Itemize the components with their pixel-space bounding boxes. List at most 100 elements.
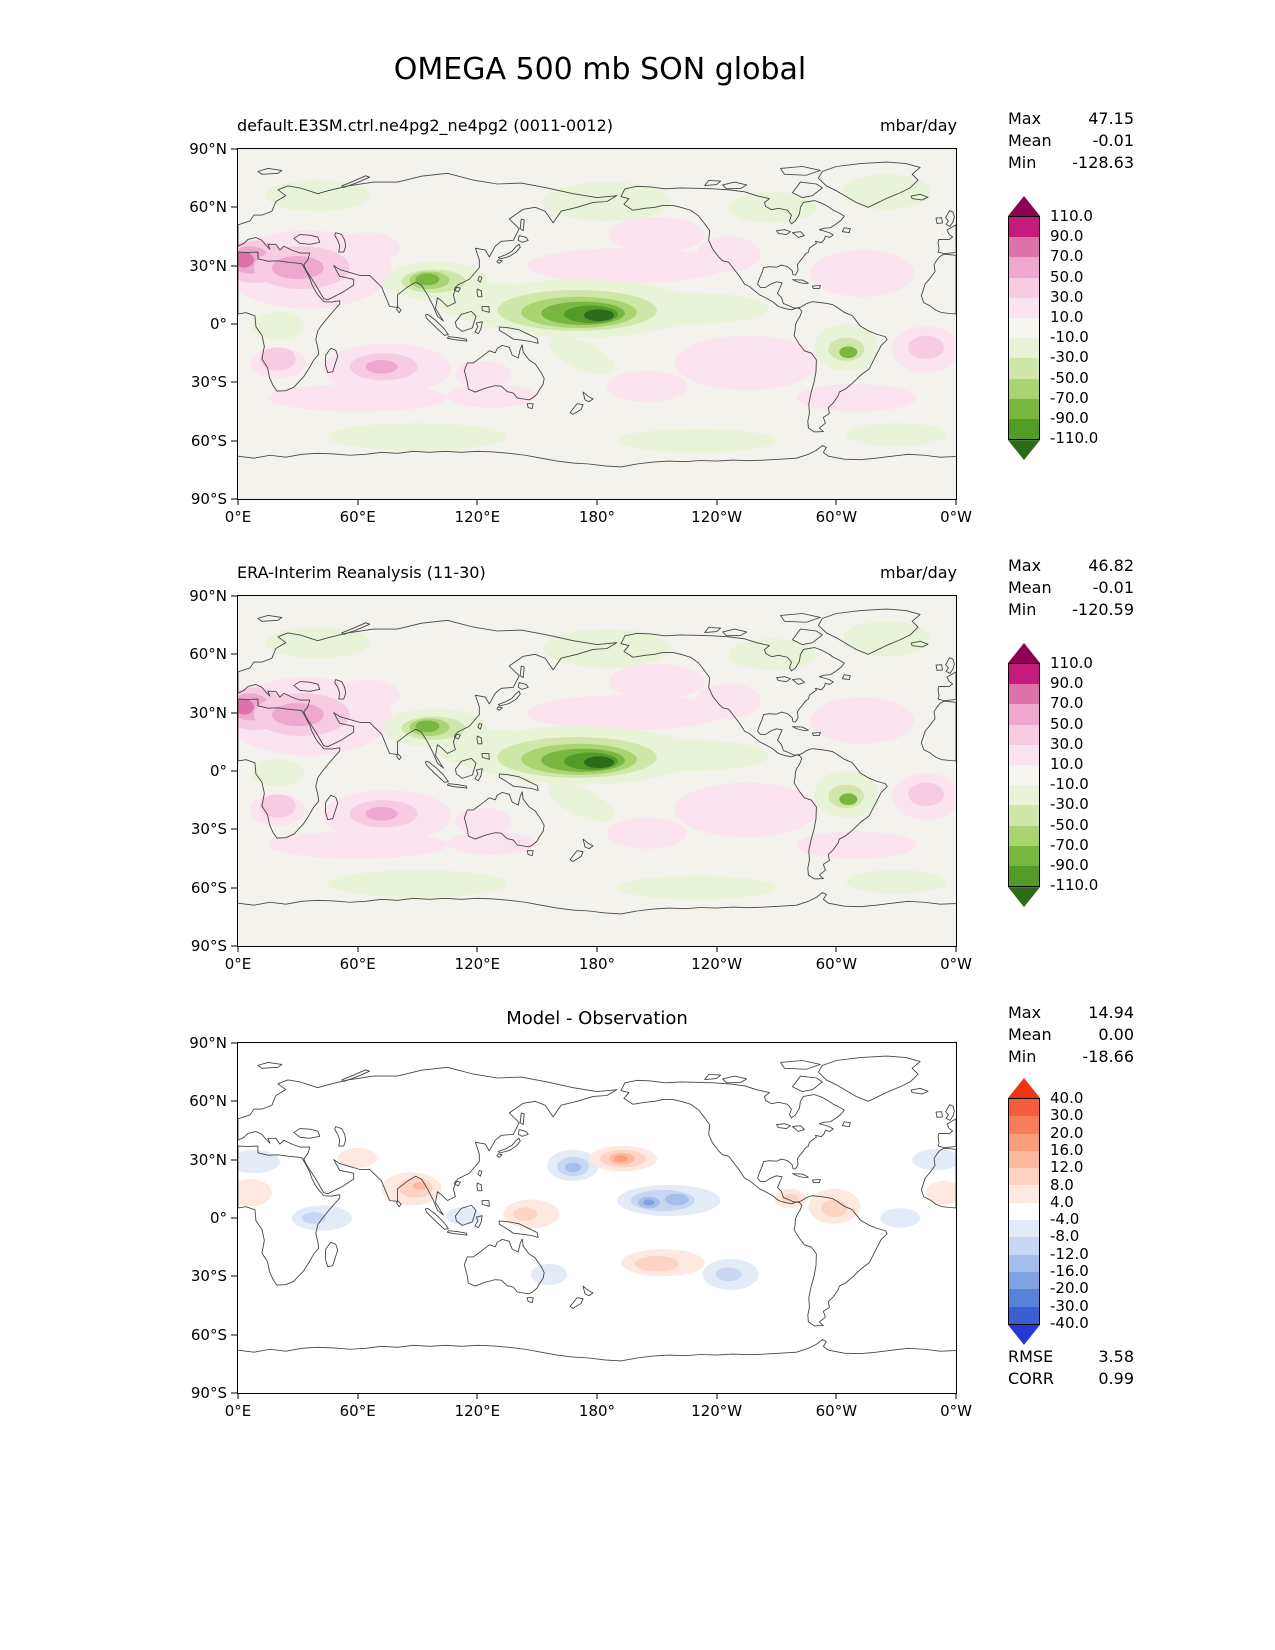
y-tick-label: 90°N	[189, 140, 227, 158]
panel-title: default.E3SM.ctrl.ne4pg2_ne4pg2 (0011-00…	[237, 116, 613, 135]
y-tick-label: 30°N	[189, 703, 227, 722]
x-tick-label: 60°W	[815, 1402, 858, 1420]
colorbar-arrow-down	[1008, 1324, 1040, 1345]
y-tick-label: 0°	[209, 762, 227, 780]
x-tick-mark	[237, 1393, 239, 1399]
colorbar-tick-label: 40.0	[1050, 1089, 1084, 1107]
colorbar-band	[1009, 1306, 1039, 1324]
x-tick-mark	[596, 946, 598, 952]
colorbar-tick-label: 110.0	[1050, 654, 1093, 672]
x-tick-mark	[955, 499, 957, 505]
x-tick-label: 60°E	[339, 1402, 376, 1420]
stat-value: -0.01	[1092, 578, 1134, 597]
colorbar-tick-label: -16.0	[1050, 1262, 1089, 1280]
colorbar-tick-label: -12.0	[1050, 1244, 1089, 1263]
stat-label: Max	[1008, 556, 1042, 575]
x-tick-mark	[835, 499, 837, 505]
stat-label: Mean	[1008, 1025, 1052, 1044]
colorbar-band	[1009, 704, 1039, 725]
colorbar-band	[1009, 724, 1039, 745]
colorbar-tick-label: -30.0	[1050, 1296, 1089, 1315]
colorbar-band	[1009, 764, 1039, 786]
stats-reference: Max 46.82 Mean -0.01 Min -120.59	[1008, 555, 1134, 621]
colorbar-bands	[1008, 1098, 1040, 1325]
x-tick-label: 0°E	[224, 955, 252, 973]
colorbar-tick-label: 20.0	[1050, 1123, 1084, 1142]
y-tick-label: 90°N	[189, 587, 227, 605]
colorbar-tick-label: -10.0	[1050, 775, 1089, 794]
colorbar-tick-label: 30.0	[1050, 734, 1084, 753]
colorbar-band	[1009, 744, 1039, 765]
x-tick-label: 0°E	[224, 1402, 252, 1420]
y-tick-mark	[231, 1275, 237, 1277]
colorbar-band	[1009, 1271, 1039, 1290]
panel-difference-header: Model - Observation	[237, 1008, 957, 1029]
x-tick-mark	[476, 499, 478, 505]
colorbar-band	[1009, 1220, 1039, 1238]
x-tick-label: 60°W	[815, 508, 858, 526]
colorbar-band	[1009, 1099, 1039, 1117]
panel-reference-header: ERA-Interim Reanalysis (11-30) mbar/day	[237, 563, 957, 582]
colorbar-tick-label: 30.0	[1050, 1106, 1084, 1125]
stat-row: Mean -0.01	[1008, 130, 1134, 152]
colorbar-tick-label: 30.0	[1050, 287, 1084, 306]
colorbar-arrow-up	[1008, 1078, 1040, 1098]
colorbar-tick-label: 10.0	[1050, 308, 1084, 326]
x-tick-mark	[596, 1393, 598, 1399]
y-tick-mark	[231, 498, 237, 500]
x-tick-label: 120°E	[454, 508, 501, 526]
y-tick-label: 0°	[209, 315, 227, 333]
metric-row: RMSE 3.58	[1008, 1346, 1134, 1368]
x-tick-mark	[357, 1393, 359, 1399]
colorbar-tick-label: -40.0	[1050, 1313, 1089, 1332]
colorbar-difference: 40.0 30.0 20.0 16.0 12.0 8.0 4.0 -4.0 -8.0 -12.0-…	[1008, 1078, 1089, 1345]
x-tick-label: 120°W	[691, 955, 743, 973]
y-tick-mark	[231, 1042, 237, 1044]
x-tick-label: 0°E	[224, 508, 252, 526]
y-tick-mark	[231, 323, 237, 325]
colorbar-tick-label: -50.0	[1050, 815, 1089, 834]
colorbar-band	[1009, 257, 1039, 278]
metric-label: RMSE	[1008, 1347, 1054, 1366]
stat-value: 47.15	[1088, 109, 1134, 128]
colorbar-tick-label: -8.0	[1050, 1227, 1080, 1246]
colorbar-band	[1009, 845, 1039, 866]
colorbar-tick-label: -70.0	[1050, 835, 1089, 854]
colorbar-reference: 110.0 90.0 70.0 50.0 30.0 10.0 -10.0 -30.0 -50.0…	[1008, 643, 1098, 908]
y-tick-mark	[231, 770, 237, 772]
x-tick-label: 120°E	[454, 1402, 501, 1420]
metric-value: 0.99	[1098, 1369, 1134, 1388]
y-tick-mark	[231, 265, 237, 267]
y-tick-label: 90°S	[190, 490, 227, 508]
colorbar-tick-label: -50.0	[1050, 368, 1089, 387]
colorbar-band	[1009, 277, 1039, 298]
colorbar-band	[1009, 1289, 1039, 1307]
y-tick-mark	[231, 945, 237, 947]
y-tick-label: 60°S	[190, 878, 227, 897]
colorbar-band	[1009, 1254, 1039, 1272]
colorbar-tick-label: -110.0	[1050, 429, 1099, 448]
colorbar-band	[1009, 1185, 1039, 1203]
stat-row: Max 14.94	[1008, 1002, 1134, 1024]
metric-row: CORR 0.99	[1008, 1368, 1134, 1390]
colorbar-tick-label: 16.0	[1050, 1140, 1084, 1159]
colorbar-band	[1009, 1116, 1039, 1134]
x-tick-mark	[835, 946, 837, 952]
stat-value: -120.59	[1072, 600, 1134, 619]
x-tick-mark	[357, 946, 359, 952]
y-tick-label: 90°S	[190, 1384, 227, 1402]
x-tick-label: 60°E	[339, 508, 376, 526]
x-tick-label: 0°W	[940, 955, 972, 973]
metrics-difference: RMSE 3.58 CORR 0.99	[1008, 1346, 1134, 1390]
colorbar-tick-label: 70.0	[1050, 694, 1084, 713]
stat-row: Mean -0.01	[1008, 577, 1134, 599]
y-tick-label: 0°	[209, 1209, 227, 1227]
x-tick-mark	[357, 499, 359, 505]
x-tick-label: 180°	[578, 1402, 616, 1420]
colorbar-band	[1009, 664, 1039, 685]
panel-title: Model - Observation	[506, 1008, 688, 1029]
stat-value: -0.01	[1092, 131, 1134, 150]
y-tick-label: 30°S	[190, 820, 227, 839]
y-tick-mark	[231, 595, 237, 597]
stats-difference: Max 14.94 Mean 0.00 Min -18.66	[1008, 1002, 1134, 1068]
